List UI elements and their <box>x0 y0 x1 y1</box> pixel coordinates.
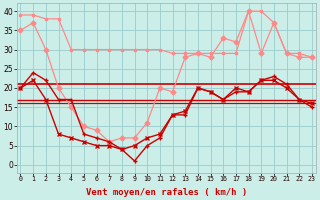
X-axis label: Vent moyen/en rafales ( km/h ): Vent moyen/en rafales ( km/h ) <box>85 188 247 197</box>
